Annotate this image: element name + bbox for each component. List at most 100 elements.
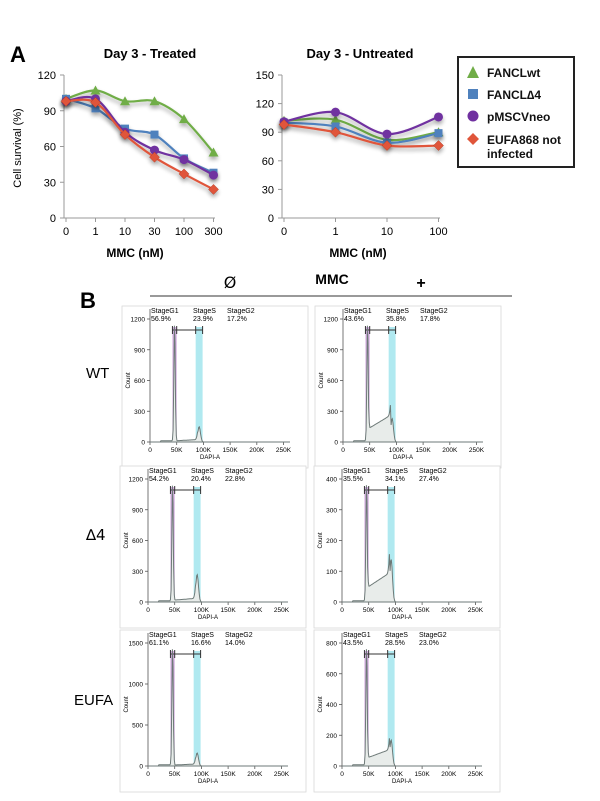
stage-name: StageG1 <box>149 632 177 639</box>
triangle-marker <box>149 96 160 106</box>
stage-name: StageS <box>193 308 216 315</box>
g2-band <box>388 327 396 442</box>
x-tick-label: 10 <box>381 226 393 238</box>
y-axis-label: Count <box>126 372 132 388</box>
legend-label: EUFA868 not infected <box>487 133 562 161</box>
stage-name: StageS <box>385 632 408 639</box>
y-tick-label: 60 <box>262 156 274 168</box>
x-tick-label: 200K <box>441 607 457 614</box>
series-line <box>65 97 214 174</box>
y-tick-label: 400 <box>326 477 337 484</box>
panel-frame <box>119 465 307 629</box>
diamond-marker <box>381 140 393 151</box>
stage-name: StageG1 <box>343 468 371 475</box>
y-axis-label: Count <box>319 372 325 388</box>
series-line <box>65 95 215 177</box>
diamond-marker <box>433 140 444 151</box>
series-line <box>65 98 215 191</box>
x-axis-label: DAPI-A <box>198 615 218 621</box>
x-tick-label: 100K <box>194 771 210 778</box>
stage-pct: 17.8% <box>420 316 440 323</box>
series-line <box>283 117 439 142</box>
y-tick-label: 30 <box>44 177 56 189</box>
y-tick-label: 1200 <box>129 477 144 484</box>
x-axis-label: MMC (nM) <box>329 246 386 260</box>
x-tick-label: 150K <box>415 607 431 614</box>
stage-pct: 28.5% <box>385 640 405 647</box>
stage-name: StageG2 <box>225 468 253 475</box>
x-tick-label: 50K <box>364 447 376 454</box>
stage-pct: 61.1% <box>149 640 169 647</box>
y-tick-label: 300 <box>327 409 338 416</box>
stage-name: StageG1 <box>151 308 179 315</box>
histogram-panel: 0 300 600 900 1200 0 50K 100K 150K 200K 250K DAPI-A… <box>119 465 307 629</box>
legend-label: FANCL∆4 <box>487 88 542 102</box>
stage-name: StageG2 <box>419 468 447 475</box>
triangle-marker <box>90 85 101 95</box>
x-tick-label: 250K <box>468 607 484 614</box>
x-tick-label: 0 <box>281 226 287 238</box>
x-tick-label: 1 <box>332 226 338 238</box>
y-tick-label: 500 <box>132 723 143 730</box>
histogram-curve <box>148 649 288 767</box>
series-line <box>283 110 439 136</box>
x-tick-label: 200K <box>247 771 263 778</box>
y-tick-label: 400 <box>326 702 337 709</box>
diamond-marker <box>178 168 190 180</box>
x-tick-label: 200K <box>247 607 263 614</box>
stage-name: StageS <box>191 632 214 639</box>
x-tick-label: 0 <box>341 447 345 454</box>
histogram-panel: 0 300 600 900 1200 0 50K 100K 150K 200K 250K DAPI-A… <box>121 305 309 469</box>
y-tick-label: 0 <box>333 600 337 607</box>
diamond-icon <box>467 133 479 145</box>
x-tick-label: 250K <box>274 607 290 614</box>
y-tick-label: 200 <box>326 538 337 545</box>
stage-name: StageG1 <box>149 468 177 475</box>
series-3 <box>60 95 219 195</box>
g2-band <box>193 651 201 766</box>
series-2 <box>61 94 218 180</box>
square-marker <box>150 130 159 139</box>
x-axis-label: DAPI-A <box>392 779 412 785</box>
y-tick-label: 120 <box>38 70 56 82</box>
histogram-curve <box>342 649 482 767</box>
y-tick-label: 300 <box>326 507 337 514</box>
x-tick-label: 50K <box>169 771 181 778</box>
diamond-marker <box>90 97 101 108</box>
y-axis-label: Count <box>124 532 130 548</box>
y-tick-label: 0 <box>333 764 337 771</box>
square-icon <box>468 89 478 99</box>
stage-name: StageG1 <box>344 308 372 315</box>
histogram-curve <box>343 325 483 443</box>
y-axis-label: Cell survival (%) <box>12 108 24 187</box>
y-tick-label: 150 <box>256 70 274 82</box>
mmc-title: MMC <box>315 271 348 287</box>
row-label-d4: ∆4 <box>85 526 106 544</box>
x-axis-label: DAPI-A <box>198 779 218 785</box>
chart-title: Day 3 - Untreated <box>307 46 414 61</box>
panel-frame <box>313 465 501 629</box>
legend-label: FANCLwt <box>487 66 541 80</box>
y-tick-label: 200 <box>326 733 337 740</box>
stage-pct: 43.6% <box>344 316 364 323</box>
x-axis-label: DAPI-A <box>392 615 412 621</box>
x-tick-label: 1 <box>92 226 98 238</box>
panel-label-b: B <box>80 288 96 313</box>
x-tick-label: 10 <box>119 226 131 238</box>
y-tick-label: 0 <box>141 440 145 447</box>
x-tick-label: 200K <box>441 771 457 778</box>
x-tick-label: 100K <box>388 607 404 614</box>
y-tick-label: 60 <box>44 142 56 154</box>
x-tick-label: 30 <box>148 226 160 238</box>
histogram-panel: 0 500 1000 1500 0 50K 100K 150K 200K 250K DAPI-A Co… <box>119 629 307 793</box>
x-tick-label: 0 <box>63 226 69 238</box>
x-tick-label: 50K <box>363 607 375 614</box>
square-marker <box>331 122 340 131</box>
legend: FANCLwt FANCL∆4 pMSCVneo EUFA868 not inf… <box>457 56 575 168</box>
y-tick-label: 900 <box>132 507 143 514</box>
diamond-marker <box>278 119 290 130</box>
y-tick-label: 1200 <box>324 317 339 324</box>
panel-frame <box>314 305 502 469</box>
x-tick-label: 50K <box>363 771 375 778</box>
stage-pct: 22.8% <box>225 476 245 483</box>
